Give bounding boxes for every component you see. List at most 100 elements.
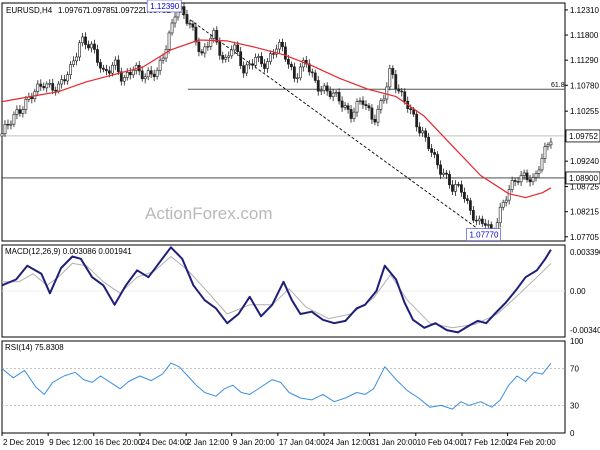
- candle: [295, 73, 299, 83]
- candle-body: [269, 53, 272, 62]
- candle: [415, 110, 419, 132]
- candle-body: [236, 44, 240, 52]
- candle-body: [113, 59, 117, 66]
- candle-body: [436, 154, 439, 166]
- candle-body: [498, 206, 502, 224]
- price-tick-label: 1.08725: [570, 183, 599, 192]
- candle: [346, 102, 350, 114]
- candle-body: [266, 61, 269, 69]
- candle-body: [230, 49, 234, 57]
- candle: [69, 61, 73, 80]
- candle-body: [152, 73, 156, 78]
- level-price-tag-box: [565, 171, 600, 185]
- candle-body: [370, 107, 374, 120]
- candle-body: [110, 64, 114, 74]
- candle-body: [528, 179, 532, 183]
- candle-body: [313, 72, 317, 81]
- candle-body: [319, 89, 323, 92]
- candle-body: [275, 48, 278, 55]
- candle-body: [457, 184, 460, 186]
- candle-body: [36, 83, 40, 92]
- candle-body: [90, 43, 93, 49]
- candle: [90, 41, 93, 53]
- candle: [292, 62, 296, 83]
- time-tick-label: 2 Jan 12:00: [187, 438, 229, 447]
- price-panel: EURUSD,H4 1.09767 1.09785 1.09722 1.0975…: [0, 0, 600, 242]
- candle-body: [78, 42, 81, 58]
- candle-body: [298, 66, 302, 79]
- candle: [376, 105, 380, 127]
- candle-body: [84, 36, 87, 45]
- candle: [84, 32, 87, 50]
- candle: [239, 47, 243, 69]
- candle: [334, 89, 338, 98]
- candle: [457, 181, 460, 188]
- candle-body: [355, 101, 359, 113]
- candle-body: [131, 69, 135, 76]
- candle: [307, 59, 311, 76]
- candle: [549, 137, 553, 149]
- candle: [263, 59, 266, 73]
- candle: [191, 20, 195, 31]
- candle-body: [394, 74, 398, 90]
- candle: [460, 180, 463, 197]
- candle: [272, 49, 275, 59]
- candle: [54, 86, 58, 96]
- rsi-series: [1, 362, 565, 410]
- candle: [48, 79, 52, 88]
- time-tick-label: 2 Dec 2019: [3, 438, 44, 447]
- candle-body: [373, 118, 377, 123]
- candle: [471, 205, 475, 224]
- watermark: ActionForex.com: [145, 204, 273, 223]
- time-tick-label: 24 Jan 12:00: [325, 438, 372, 447]
- candle: [12, 111, 16, 128]
- current-price-tag: 1.09752: [565, 129, 600, 143]
- candle: [421, 126, 425, 137]
- candle: [63, 75, 67, 85]
- rsi-line: [1, 362, 552, 410]
- candle: [248, 59, 252, 70]
- candle-body: [421, 130, 425, 134]
- candlestick-series: [0, 2, 553, 237]
- candle: [105, 64, 108, 76]
- candle: [122, 74, 126, 86]
- candle: [513, 177, 517, 187]
- candle-body: [367, 105, 371, 109]
- candle-body: [442, 172, 445, 175]
- candle-body: [102, 67, 105, 70]
- candle-body: [525, 172, 529, 180]
- candle-body: [486, 224, 490, 226]
- candle: [310, 68, 314, 78]
- candle: [15, 105, 19, 120]
- candle: [301, 57, 305, 72]
- candle: [200, 48, 204, 56]
- candle-body: [519, 175, 523, 183]
- macd-axis: 0.003396 0.00 -0.003404: [570, 248, 600, 335]
- candle-body: [540, 158, 544, 171]
- candle: [448, 170, 451, 189]
- candle: [498, 203, 502, 228]
- candle: [81, 32, 84, 47]
- candle: [227, 51, 231, 62]
- candle: [313, 69, 317, 83]
- candle-body: [134, 65, 138, 71]
- candle-body: [57, 83, 61, 92]
- candle-body: [18, 109, 22, 114]
- candle: [30, 92, 34, 104]
- candle: [358, 97, 362, 105]
- candle: [534, 170, 538, 182]
- candle-body: [325, 85, 329, 92]
- low-annotation: 1.07770: [466, 228, 501, 242]
- candle: [149, 66, 153, 79]
- candle-body: [468, 200, 472, 211]
- rsi-title: RSI(14) 75.8308: [5, 343, 64, 352]
- candle: [51, 78, 55, 95]
- candle-body: [534, 173, 538, 178]
- candle-body: [433, 152, 436, 155]
- candle-body: [352, 111, 356, 119]
- candle-body: [427, 136, 431, 149]
- current-price-tag-text: 1.09752: [569, 132, 598, 141]
- time-tick-label: 16 Dec 20:00: [95, 438, 143, 447]
- candle-body: [316, 80, 320, 92]
